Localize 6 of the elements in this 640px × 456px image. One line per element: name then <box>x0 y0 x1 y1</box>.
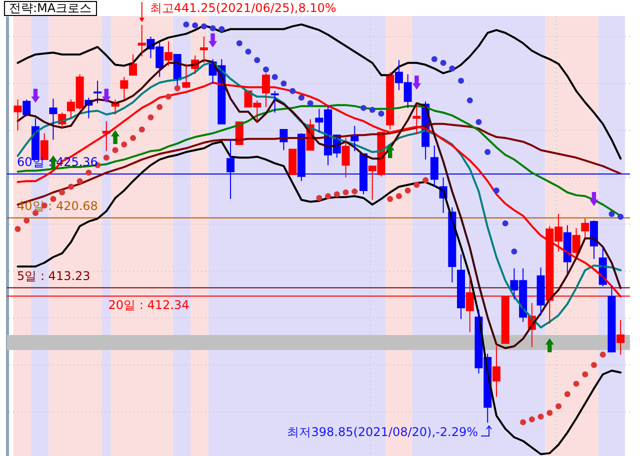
ref-line-label: 5일 : 413.23 <box>17 268 90 283</box>
ref-line-label: 20일 : 412.34 <box>108 298 190 312</box>
annotation: 최고441.25(2021/06/25),8.10% <box>150 1 336 15</box>
ref-line-label: 40일 : 420.68 <box>17 198 98 213</box>
annotation: 최저398.85(2021/08/20),-2.29% <box>287 425 478 439</box>
chart-title: 전략:MA크로스 <box>4 1 97 16</box>
